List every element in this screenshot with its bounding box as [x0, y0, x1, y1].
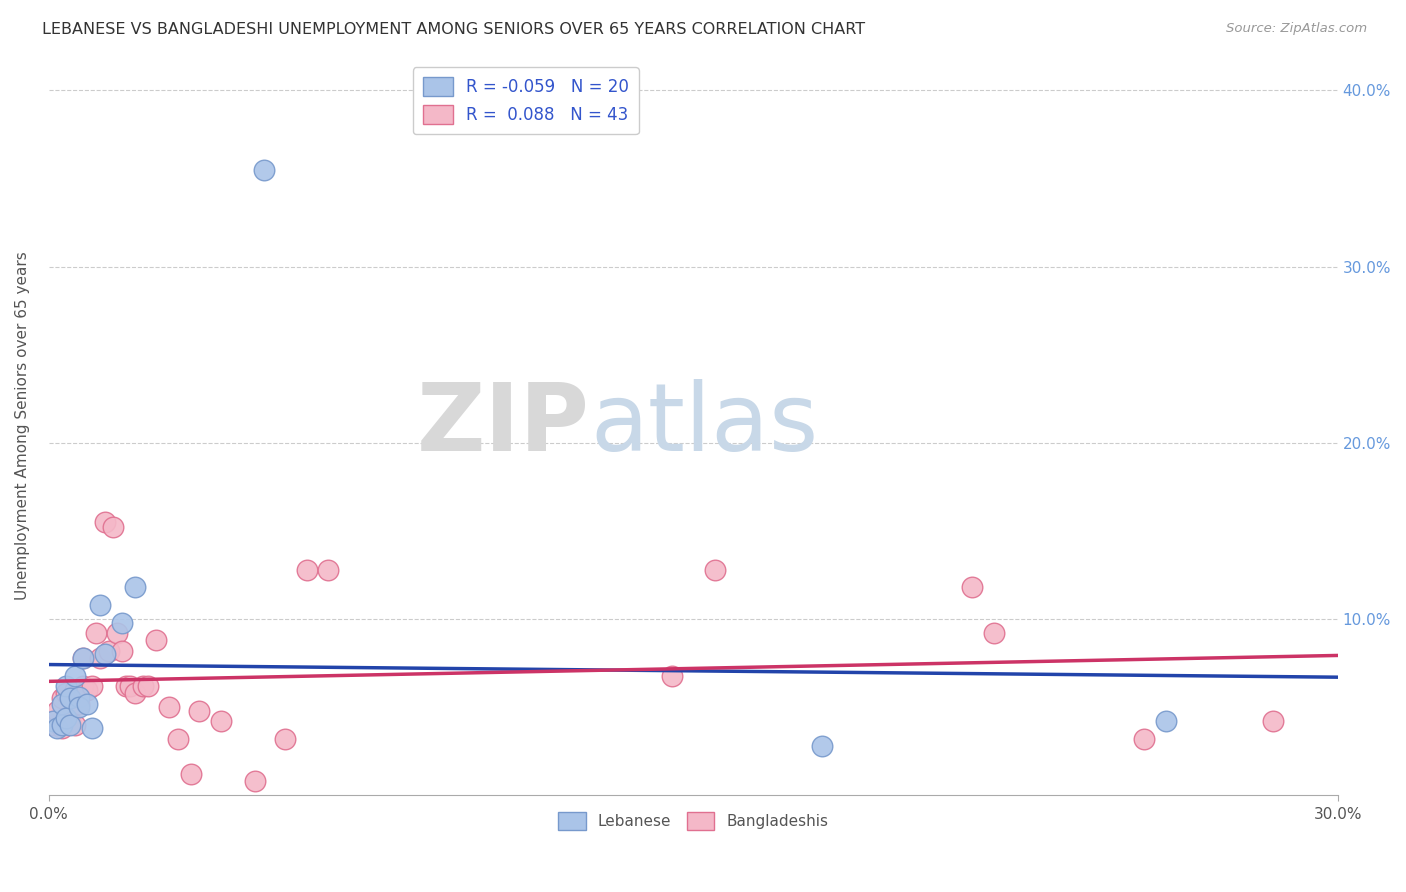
Point: [1154, 714, 1177, 729]
Point: [51, 722, 73, 736]
Point: [59, 714, 82, 729]
Point: [67, 700, 90, 714]
Point: [295, 563, 318, 577]
Point: [72, 651, 94, 665]
Point: [72, 651, 94, 665]
Point: [703, 563, 725, 577]
Point: [51, 697, 73, 711]
Point: [89, 651, 111, 665]
Point: [111, 644, 134, 658]
Text: LEBANESE VS BANGLADESHI UNEMPLOYMENT AMONG SENIORS OVER 65 YEARS CORRELATION CHA: LEBANESE VS BANGLADESHI UNEMPLOYMENT AMO…: [42, 22, 865, 37]
Point: [84, 626, 107, 640]
Point: [811, 739, 834, 753]
Legend: Lebanese, Bangladeshis: Lebanese, Bangladeshis: [553, 806, 834, 836]
Point: [103, 520, 125, 534]
Point: [983, 626, 1005, 640]
Point: [111, 615, 134, 630]
Point: [51, 691, 73, 706]
Point: [962, 581, 984, 595]
Text: Source: ZipAtlas.com: Source: ZipAtlas.com: [1226, 22, 1367, 36]
Point: [93, 648, 115, 662]
Point: [1263, 714, 1285, 729]
Point: [1133, 731, 1156, 746]
Point: [243, 774, 266, 789]
Point: [120, 679, 142, 693]
Point: [55, 714, 77, 729]
Point: [107, 626, 129, 640]
Point: [63, 718, 86, 732]
Point: [132, 679, 155, 693]
Point: [59, 718, 82, 732]
Point: [124, 686, 146, 700]
Point: [316, 563, 339, 577]
Point: [55, 679, 77, 693]
Point: [93, 515, 115, 529]
Point: [124, 581, 146, 595]
Point: [42, 714, 65, 729]
Point: [67, 690, 90, 704]
Point: [46, 704, 69, 718]
Point: [145, 633, 167, 648]
Point: [55, 686, 77, 700]
Point: [63, 668, 86, 682]
Text: atlas: atlas: [591, 379, 818, 471]
Point: [80, 679, 103, 693]
Point: [188, 704, 211, 718]
Y-axis label: Unemployment Among Seniors over 65 years: Unemployment Among Seniors over 65 years: [15, 251, 30, 599]
Point: [136, 679, 159, 693]
Point: [274, 731, 297, 746]
Point: [42, 718, 65, 732]
Point: [51, 718, 73, 732]
Point: [76, 682, 98, 697]
Point: [67, 697, 90, 711]
Point: [166, 731, 188, 746]
Point: [55, 711, 77, 725]
Point: [80, 722, 103, 736]
Point: [76, 697, 98, 711]
Point: [180, 767, 202, 781]
Point: [252, 162, 274, 177]
Point: [63, 682, 86, 697]
Text: ZIP: ZIP: [418, 379, 591, 471]
Point: [661, 668, 683, 682]
Point: [72, 679, 94, 693]
Point: [209, 714, 232, 729]
Point: [97, 644, 120, 658]
Point: [157, 700, 180, 714]
Point: [59, 691, 82, 706]
Point: [59, 691, 82, 706]
Point: [89, 598, 111, 612]
Point: [115, 679, 138, 693]
Point: [46, 722, 69, 736]
